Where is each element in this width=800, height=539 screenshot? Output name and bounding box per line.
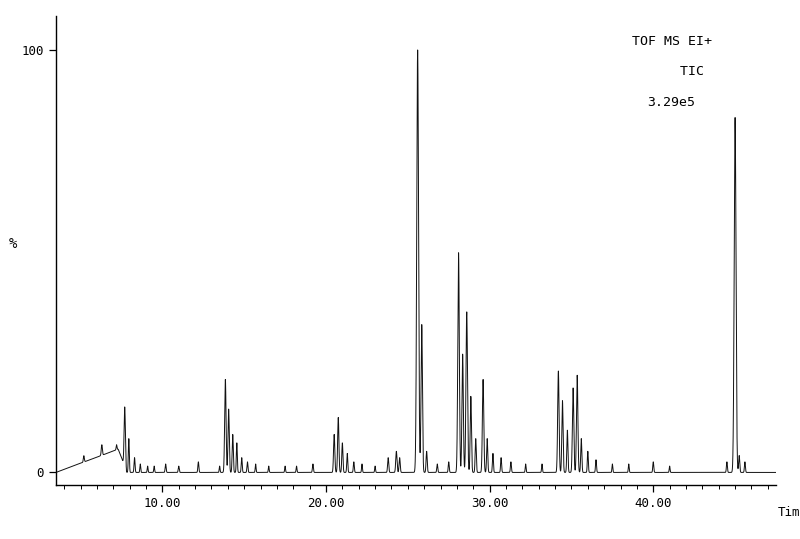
Y-axis label: %: % xyxy=(9,237,18,251)
Text: TIC: TIC xyxy=(640,65,704,78)
Text: Time: Time xyxy=(778,506,800,519)
Text: TOF MS EI+: TOF MS EI+ xyxy=(632,35,712,48)
Text: 3.29e5: 3.29e5 xyxy=(648,96,696,109)
